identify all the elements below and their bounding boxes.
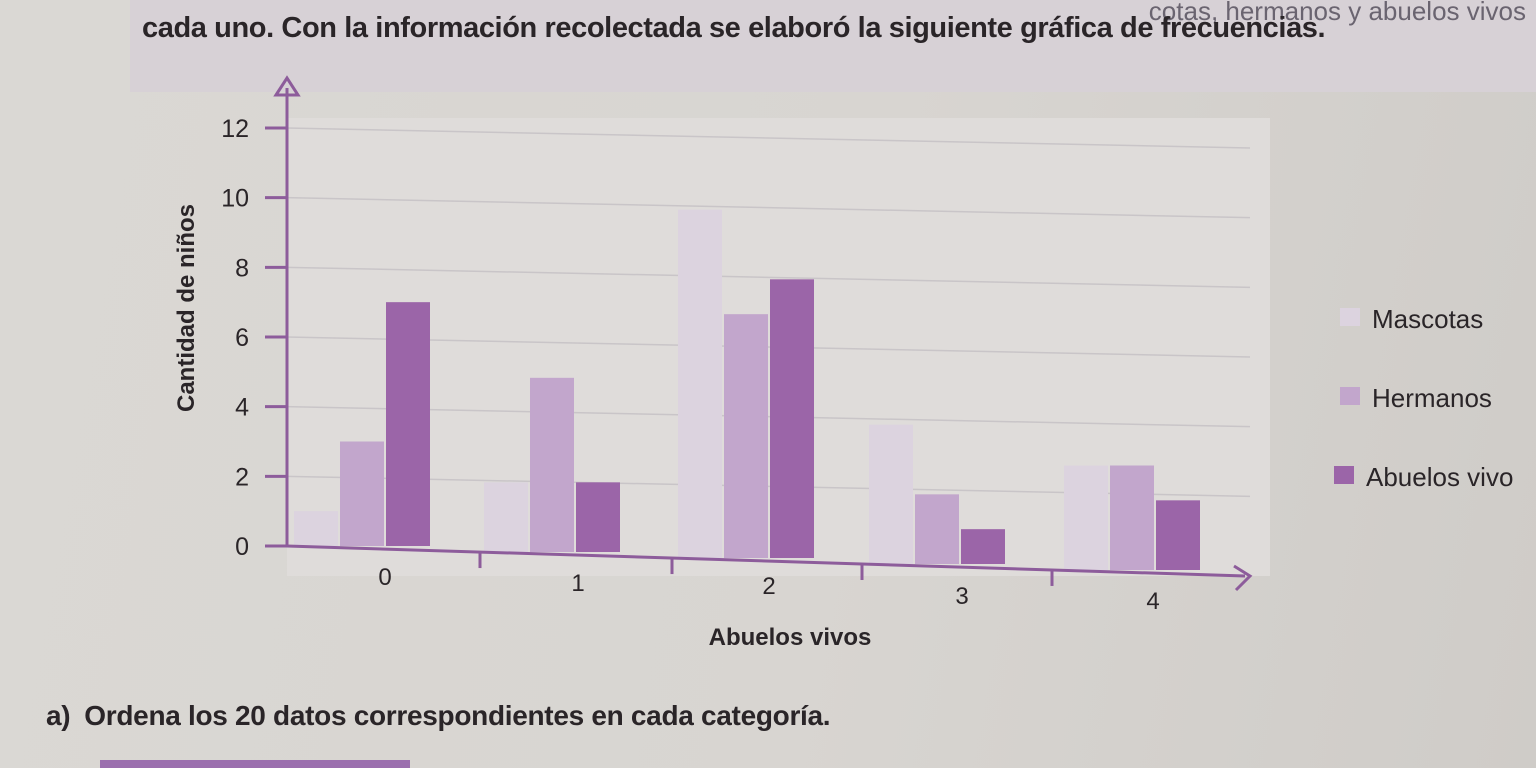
bar-abuelos-vivo-3 (961, 529, 1005, 564)
gridline (286, 266, 1251, 289)
legend-label: Hermanos (1372, 383, 1492, 413)
bar-abuelos-vivo-2 (770, 279, 814, 558)
bar-mascotas-2 (678, 209, 722, 558)
bar-abuelos-vivo-0 (386, 302, 430, 546)
gridline (286, 127, 1251, 149)
bar-mascotas-1 (484, 482, 528, 552)
x-axis-title: Abuelos vivos (709, 624, 872, 651)
bar-hermanos-2 (724, 314, 768, 558)
x-tick-label: 1 (571, 570, 584, 597)
y-tick-label: 12 (221, 115, 249, 143)
question-text: Ordena los 20 datos correspondientes en … (84, 700, 831, 731)
y-tick-label: 10 (221, 185, 249, 213)
legend-label: Mascotas (1372, 304, 1483, 334)
y-tick-label: 0 (235, 533, 249, 561)
y-tick-label: 2 (235, 463, 249, 491)
x-axis-arrow (1233, 564, 1253, 592)
question-a: a) Ordena los 20 datos correspondientes e… (46, 700, 831, 732)
y-axis-title: Cantidad de niños (173, 204, 200, 412)
intro-text: cada uno. Con la información recolectada… (142, 12, 1326, 44)
bottom-accent-bar (100, 760, 410, 768)
header-band (130, 0, 1536, 92)
bar-mascotas-0 (294, 511, 338, 546)
bar-mascotas-3 (869, 424, 913, 564)
bar-abuelos-vivo-1 (576, 482, 620, 552)
x-tick-label: 0 (378, 564, 391, 591)
question-letter: a) (46, 700, 71, 731)
y-tick-label: 4 (235, 394, 249, 422)
bar-abuelos-vivo-4 (1156, 500, 1200, 570)
y-tick-label: 8 (235, 254, 249, 282)
x-axis (286, 544, 1246, 578)
gridline (286, 405, 1251, 428)
legend-swatch-mascotas (1340, 308, 1360, 326)
legend-label: Abuelos vivo (1366, 462, 1513, 492)
bar-hermanos-3 (915, 494, 959, 564)
bar-mascotas-4 (1064, 465, 1108, 570)
gridline (286, 196, 1251, 219)
x-tick-label: 2 (762, 573, 775, 600)
y-axis-arrow (273, 75, 301, 97)
x-tick-label: 4 (1146, 588, 1159, 615)
y-tick-label: 6 (235, 324, 249, 352)
previous-line-fragment: cotas, hermanos y abuelos vivos (1148, 0, 1526, 26)
gridline (286, 336, 1251, 358)
x-tick-label: 3 (955, 583, 968, 610)
bar-hermanos-1 (530, 377, 574, 552)
bar-hermanos-4 (1110, 465, 1154, 570)
legend-swatch-abuelos-vivo (1334, 466, 1354, 484)
bar-hermanos-0 (340, 441, 384, 546)
legend-swatch-hermanos (1340, 387, 1360, 405)
